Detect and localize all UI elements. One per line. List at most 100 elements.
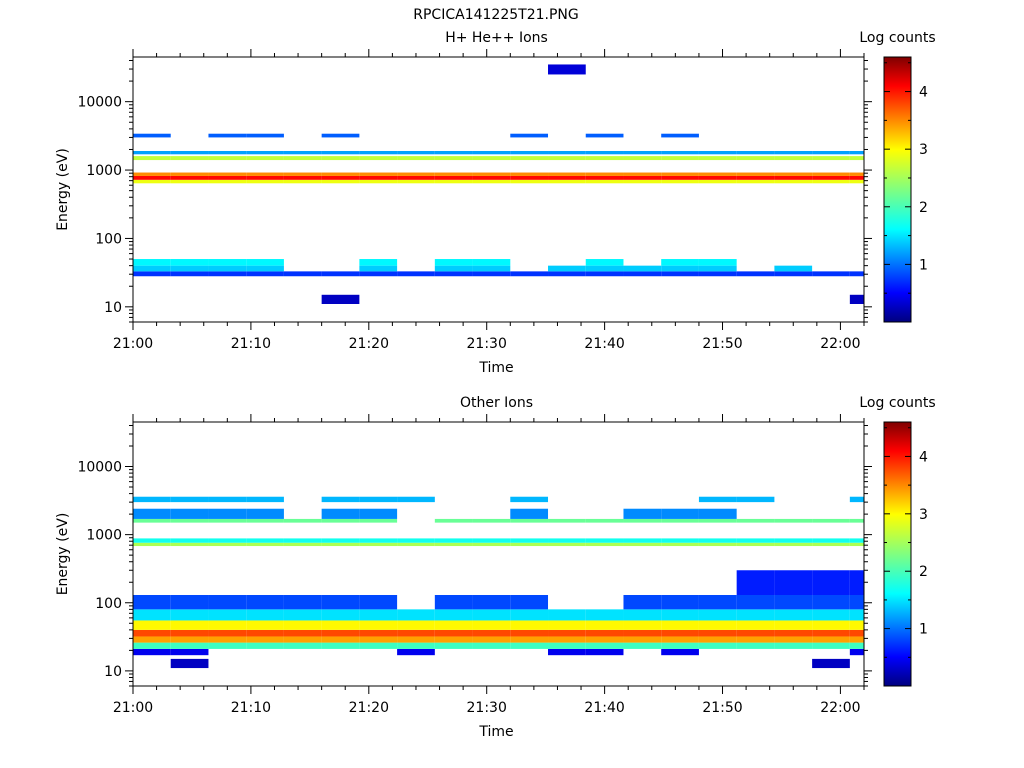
heatmap-cell (585, 271, 624, 277)
heatmap-cell (548, 265, 586, 272)
heatmap-cell (170, 609, 209, 621)
heatmap-cell (510, 271, 549, 277)
heatmap-cell (698, 609, 737, 621)
heatmap-cell (170, 620, 209, 630)
heatmap-cell (698, 271, 737, 277)
x-tick-label: 21:10 (231, 336, 271, 352)
heatmap-cell (434, 172, 473, 176)
heatmap-cell (623, 542, 662, 547)
heatmap-cell (359, 518, 398, 523)
heatmap-cell (208, 629, 247, 637)
heatmap-cell (736, 156, 775, 161)
x-tick-label: 21:30 (467, 700, 507, 716)
heatmap-cell (585, 133, 624, 138)
heatmap-cell (208, 518, 247, 523)
heatmap-cell (321, 642, 360, 649)
heatmap-cell (321, 538, 360, 543)
heatmap-cell (661, 518, 699, 523)
panel-other-ions: 10 100 1000 10000 Energy (eV) 21:00 21:10 21:20… (55, 395, 936, 740)
heatmap-cell (698, 150, 737, 155)
colorbar-tick-label: 4 (919, 449, 928, 465)
heatmap-cell (434, 265, 473, 272)
heatmap-cell (359, 636, 398, 643)
heatmap-cell (434, 642, 473, 649)
heatmap-cell (283, 594, 322, 610)
heatmap-cell (472, 594, 511, 610)
heatmap-cell (283, 636, 322, 643)
heatmap-cell (170, 648, 209, 656)
heatmap-cell (208, 609, 247, 621)
heatmap-cell (849, 271, 864, 277)
heatmap-cell (321, 542, 360, 547)
heatmap-cell (661, 265, 699, 272)
heatmap-cell (208, 508, 247, 519)
heatmap-cell (623, 179, 662, 184)
heatmap-cell (548, 172, 586, 176)
heatmap-cell (661, 271, 699, 277)
heatmap-cell (774, 179, 813, 184)
heatmap-cell (698, 179, 737, 184)
heatmap-cell (321, 156, 360, 161)
heatmap-cell (812, 658, 850, 669)
x-tick-label: 21:40 (584, 336, 624, 352)
heatmap-cell (698, 518, 737, 523)
x-tick-label: 21:40 (584, 700, 624, 716)
heatmap-cell (849, 609, 864, 621)
heatmap-cell (736, 629, 775, 637)
heatmap-cell (397, 271, 435, 277)
heatmap-cell (548, 518, 586, 523)
plot-frame (132, 56, 865, 323)
heatmap-cell (585, 150, 624, 155)
heatmap-cell (246, 542, 284, 547)
heatmap-cell (434, 150, 473, 155)
heatmap-cell (321, 508, 360, 519)
heatmap-cell (698, 175, 737, 180)
colorbar-label: Log counts (859, 395, 935, 411)
heatmap-cell (510, 150, 549, 155)
heatmap-cell (208, 496, 247, 503)
heatmap-cell (736, 172, 775, 176)
heatmap-cell (397, 620, 435, 630)
heatmap-cell (472, 609, 511, 621)
heatmap-cell (472, 150, 511, 155)
heatmap-cell (698, 259, 737, 266)
heatmap-cell (585, 172, 624, 176)
heatmap-cell (359, 172, 398, 176)
heatmap-cell (510, 594, 549, 610)
heatmap-cell (170, 542, 209, 547)
heatmap-cell (321, 294, 360, 304)
heatmap-cell (698, 156, 737, 161)
heatmap-cell (510, 636, 549, 643)
heatmap-cell (849, 518, 864, 523)
heatmap-cell (661, 636, 699, 643)
heatmap-cell (585, 620, 624, 630)
heatmap-cell (246, 594, 284, 610)
heatmap-cell (246, 133, 284, 138)
heatmap-cell (510, 496, 549, 503)
heatmap-cell (849, 538, 864, 543)
heatmap-cell (698, 620, 737, 630)
heatmap-cell (283, 620, 322, 630)
heatmap-cell (812, 609, 850, 621)
heatmap-cell (585, 542, 624, 547)
heatmap-cell (774, 172, 813, 176)
x-tick-label: 21:50 (702, 336, 742, 352)
heatmap-cell (849, 636, 864, 643)
heatmap-cell (510, 156, 549, 161)
heatmap-cell (397, 538, 435, 543)
heatmap-cell (585, 629, 624, 637)
heatmap-cell (246, 508, 284, 519)
heatmap-cell (774, 642, 813, 649)
heatmap-cell (133, 629, 171, 637)
y-tick-label: 1000 (86, 528, 122, 544)
heatmap-cell (359, 594, 398, 610)
heatmap-cell (698, 538, 737, 543)
colorbar-tick-label: 1 (919, 257, 928, 273)
heatmap-cell (133, 496, 171, 503)
heatmap-cell (510, 609, 549, 621)
x-tick-label: 21:10 (231, 700, 271, 716)
heatmap-cell (246, 259, 284, 266)
heatmap-cell (736, 642, 775, 649)
heatmap-cell (208, 594, 247, 610)
heatmap-cell (585, 538, 624, 543)
